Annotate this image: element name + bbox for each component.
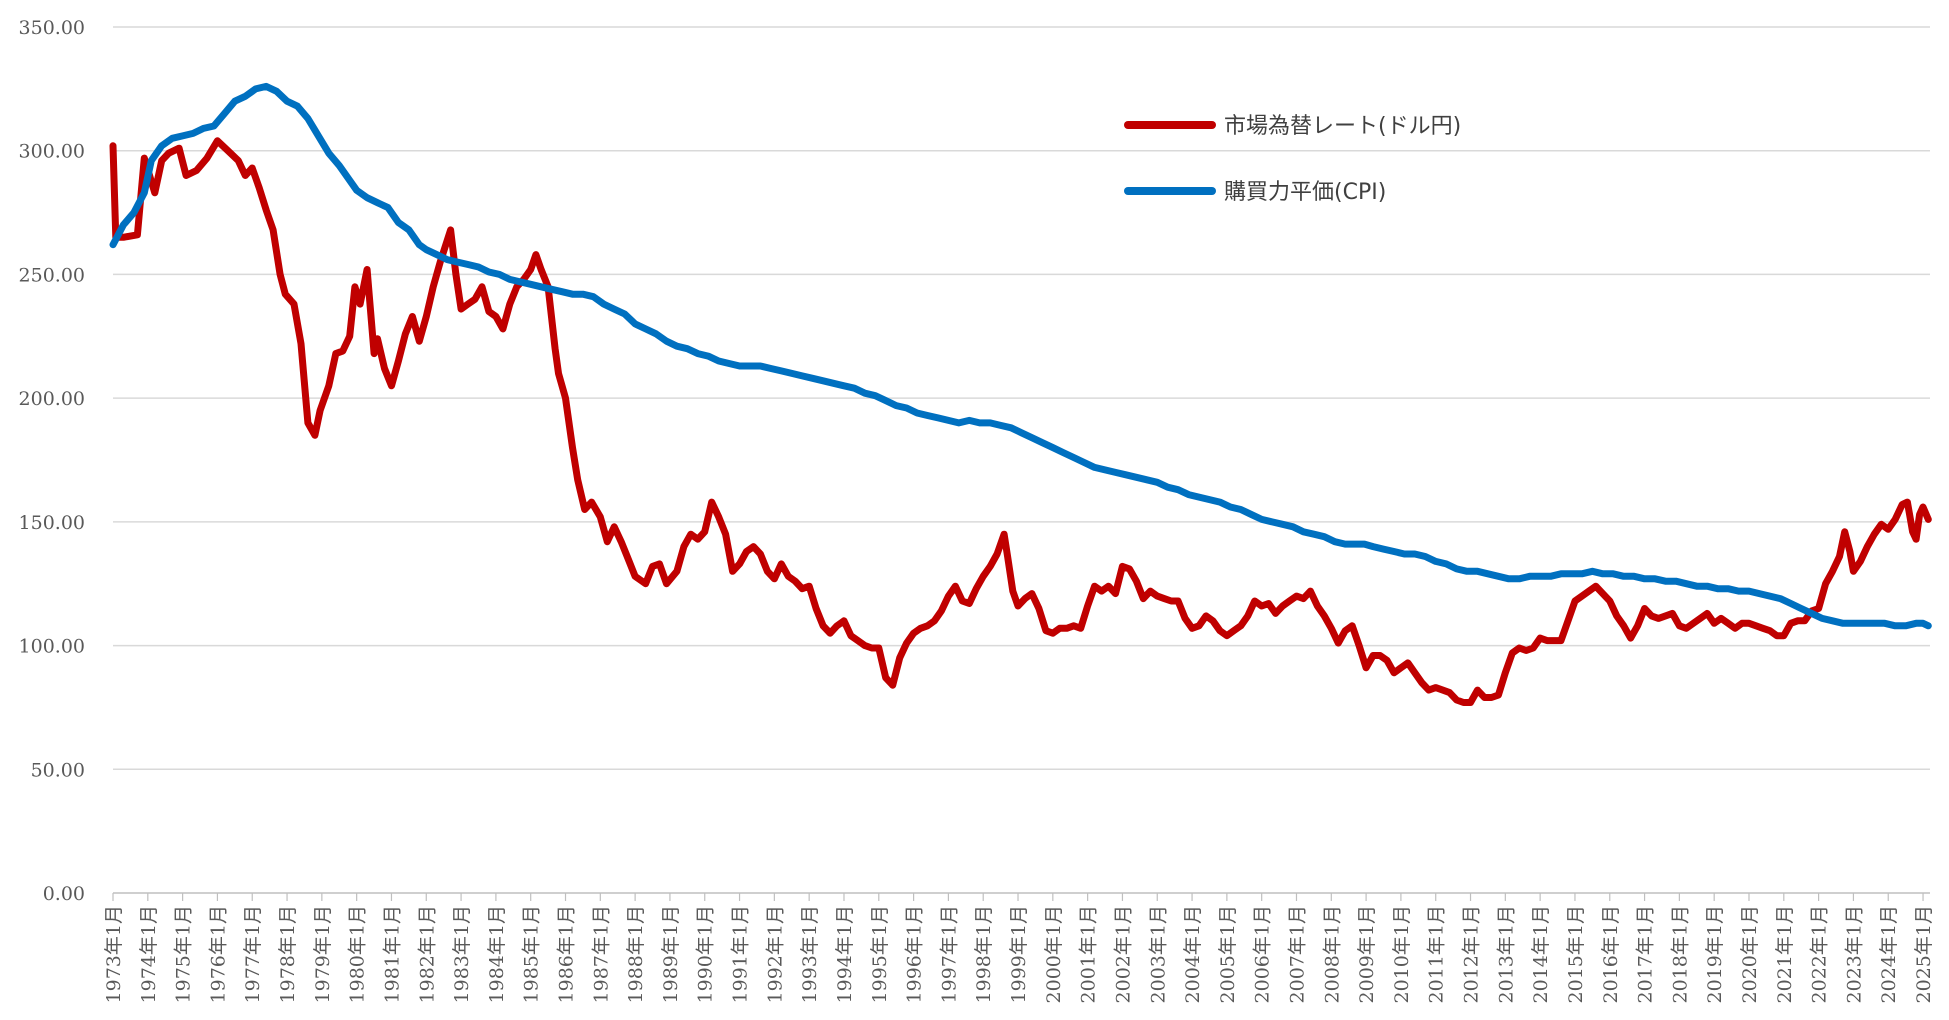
x-tick-label: 2017年1月 [1635, 905, 1657, 1003]
y-tick-label: 350.00 [19, 17, 85, 39]
x-tick-label: 2014年1月 [1530, 905, 1552, 1003]
x-tick-label: 1993年1月 [799, 905, 821, 1003]
x-tick-label: 2021年1月 [1774, 905, 1796, 1003]
x-tick-label: 1980年1月 [347, 905, 369, 1003]
x-tick-label: 2004年1月 [1182, 905, 1204, 1003]
x-tick-label: 1973年1月 [103, 905, 125, 1003]
series-lines [109, 82, 1932, 706]
x-tick-label: 1974年1月 [138, 905, 160, 1003]
x-tick-label: 1987年1月 [590, 905, 612, 1003]
x-tick-label: 1976年1月 [207, 905, 229, 1003]
x-tick-label: 2023年1月 [1843, 905, 1865, 1003]
legend: 市場為替レート(ドル円) 購買力平価(CPI) [1124, 114, 1461, 205]
y-tick-label: 0.00 [43, 883, 85, 905]
x-tick-label: 1982年1月 [416, 905, 438, 1003]
x-tick-label: 1999年1月 [1008, 905, 1030, 1003]
x-axis-tick-labels: 1973年1月 1974年1月 1975年1月 1976年1月 1977年1月 1978年… [103, 905, 1935, 1003]
y-tick-label: 250.00 [19, 264, 85, 286]
x-tick-label: 1990年1月 [695, 905, 717, 1003]
y-tick-label: 300.00 [19, 141, 85, 163]
x-tick-label: 2022年1月 [1809, 905, 1831, 1003]
x-tick-label: 2018年1月 [1669, 905, 1691, 1003]
legend-label: 購買力平価(CPI) [1224, 180, 1386, 205]
x-tick-label: 1975年1月 [173, 905, 195, 1003]
y-tick-label: 150.00 [19, 512, 85, 534]
x-tick-label: 1994年1月 [834, 905, 856, 1003]
x-tick-label: 1978年1月 [277, 905, 299, 1003]
x-tick-label: 2024年1月 [1878, 905, 1900, 1003]
x-tick-label: 1983年1月 [451, 905, 473, 1003]
x-tick-label: 2000年1月 [1043, 905, 1065, 1003]
x-tick-label: 1989年1月 [660, 905, 682, 1003]
x-tick-label: 2019年1月 [1704, 905, 1726, 1003]
x-tick-label: 2016年1月 [1600, 905, 1622, 1003]
x-tick-label: 1991年1月 [730, 905, 752, 1003]
x-tick-label: 1986年1月 [556, 905, 578, 1003]
x-tick-label: 1998年1月 [973, 905, 995, 1003]
x-tick-label: 2011年1月 [1426, 905, 1448, 1003]
x-tick-label: 2008年1月 [1321, 905, 1343, 1003]
x-tick-label: 2001年1月 [1078, 905, 1100, 1003]
x-axis [112, 892, 1930, 901]
x-tick-label: 2025年1月 [1913, 905, 1935, 1003]
x-tick-label: 1985年1月 [521, 905, 543, 1003]
x-tick-label: 1997年1月 [938, 905, 960, 1003]
x-tick-label: 2020年1月 [1739, 905, 1761, 1003]
y-axis-tick-labels: 0.00 50.00 100.00 150.00 200.00 250.00 300.00 3… [19, 17, 85, 905]
x-tick-label: 1992年1月 [764, 905, 786, 1003]
x-tick-label: 2006年1月 [1252, 905, 1274, 1003]
x-tick-label: 1995年1月 [869, 905, 891, 1003]
x-tick-label: 1984年1月 [486, 905, 508, 1003]
x-tick-label: 2009年1月 [1356, 905, 1378, 1003]
x-tick-label: 1979年1月 [312, 905, 334, 1003]
x-tick-label: 2007年1月 [1286, 905, 1308, 1003]
x-tick-label: 2003年1月 [1147, 905, 1169, 1003]
x-tick-label: 1988年1月 [625, 905, 647, 1003]
x-tick-label: 2010年1月 [1391, 905, 1413, 1003]
x-tick-label: 2015年1月 [1565, 905, 1587, 1003]
x-tick-label: 2013年1月 [1495, 905, 1517, 1003]
x-tick-label: 2012年1月 [1461, 905, 1483, 1003]
x-tick-label: 1981年1月 [381, 905, 403, 1003]
x-tick-label: 1996年1月 [904, 905, 926, 1003]
y-tick-label: 50.00 [31, 759, 85, 781]
gridlines [113, 26, 1930, 771]
legend-label: 市場為替レート(ドル円) [1224, 114, 1461, 139]
y-tick-label: 100.00 [19, 636, 85, 658]
y-tick-label: 200.00 [19, 388, 85, 410]
x-tick-label: 2002年1月 [1112, 905, 1134, 1003]
ppp-cpi-line [109, 82, 1932, 630]
x-tick-label: 2005年1月 [1217, 905, 1239, 1003]
x-tick-label: 1977年1月 [242, 905, 264, 1003]
market-rate-line [109, 137, 1932, 706]
